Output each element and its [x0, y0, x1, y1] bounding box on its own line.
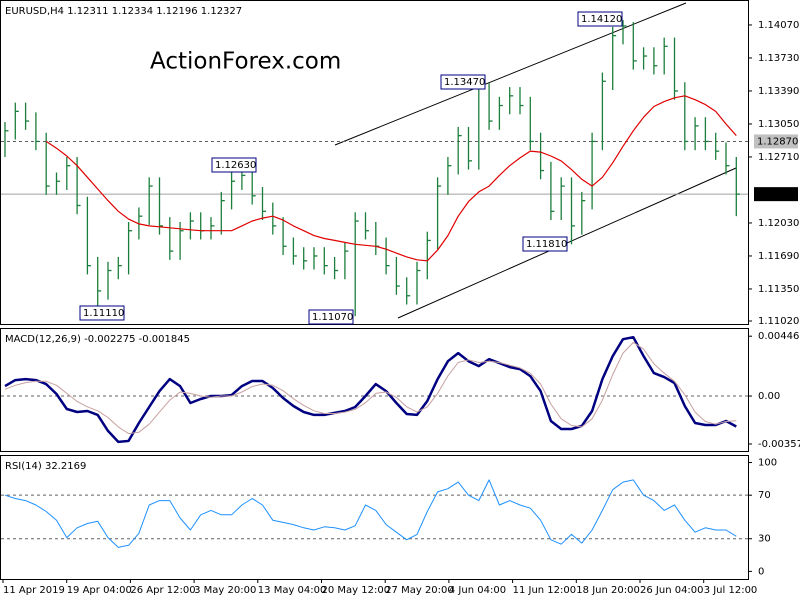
y-tick-label: 1.11350	[758, 284, 799, 295]
indicator-line	[4, 335, 737, 444]
x-tick-label: 3 Jul 12:00	[704, 585, 758, 596]
y-tick-label: 0	[758, 566, 764, 577]
rsi-panel	[0, 455, 749, 580]
channel-upper	[334, 2, 687, 146]
level-label: 1.12327	[757, 189, 798, 200]
price-panel	[0, 0, 749, 325]
y-tick-label: 1.13730	[758, 53, 799, 64]
y-tick-label: 1.11020	[758, 316, 799, 327]
x-tick-label: 27 May 20:00	[385, 585, 454, 596]
annotation-box	[308, 309, 354, 325]
annotation: 1.12630	[215, 160, 256, 171]
y-tick-label: 70	[758, 490, 771, 501]
y-tick-label: 100	[758, 458, 777, 469]
y-tick-label: 1.12030	[758, 218, 799, 229]
annotation-box	[79, 305, 125, 321]
panel-title: MACD(12,26,9) -0.002275 -0.001845	[5, 334, 190, 345]
watermark: ActionForex.com	[150, 49, 341, 75]
annotation: 1.11810	[526, 239, 567, 250]
annotation: 1.14120	[581, 14, 622, 25]
x-tick-label: 4 Jun 04:00	[449, 585, 506, 596]
annotation-box	[522, 236, 568, 252]
annotation: 1.11070	[312, 312, 353, 323]
y-tick-label: 0.004463	[758, 331, 800, 342]
annotation-box	[211, 157, 257, 173]
y-tick-label: 1.12710	[758, 152, 799, 163]
x-tick-label: 11 Apr 2019	[3, 585, 65, 596]
y-tick-label: 1.13050	[758, 119, 799, 130]
annotation: 1.13470	[444, 77, 485, 88]
x-tick-label: 18 Jun 20:00	[576, 585, 640, 596]
level-label: 1.12870	[757, 136, 798, 147]
annotation-box	[577, 11, 623, 27]
panel-title: RSI(14) 32.2169	[5, 461, 86, 472]
panel-title: EURUSD,H4 1.12311 1.12334 1.12196 1.1232…	[5, 6, 242, 17]
x-tick-label: 26 Jun 04:00	[640, 585, 704, 596]
indicator-line	[4, 341, 737, 435]
moving-average	[45, 95, 737, 262]
y-tick-label: 1.13390	[758, 86, 799, 97]
level-box	[754, 187, 798, 202]
level-box	[754, 134, 798, 149]
x-tick-label: 26 Apr 12:00	[130, 585, 195, 596]
y-tick-label: 0.00	[758, 391, 780, 402]
x-tick-label: 20 May 12:00	[322, 585, 391, 596]
y-tick-label: -0.003576	[758, 439, 800, 450]
x-tick-label: 19 Apr 04:00	[67, 585, 132, 596]
x-tick-label: 3 May 20:00	[194, 585, 256, 596]
x-tick-label: 13 May 04:00	[258, 585, 327, 596]
macd-panel	[0, 328, 749, 452]
y-tick-label: 30	[758, 534, 771, 545]
annotation: 1.11110	[83, 308, 124, 319]
y-tick-label: 1.14070	[758, 20, 799, 31]
x-tick-label: 11 Jun 12:00	[513, 585, 577, 596]
annotation-box	[440, 74, 486, 90]
y-tick-label: 1.11690	[758, 251, 799, 262]
indicator-line	[4, 479, 737, 548]
